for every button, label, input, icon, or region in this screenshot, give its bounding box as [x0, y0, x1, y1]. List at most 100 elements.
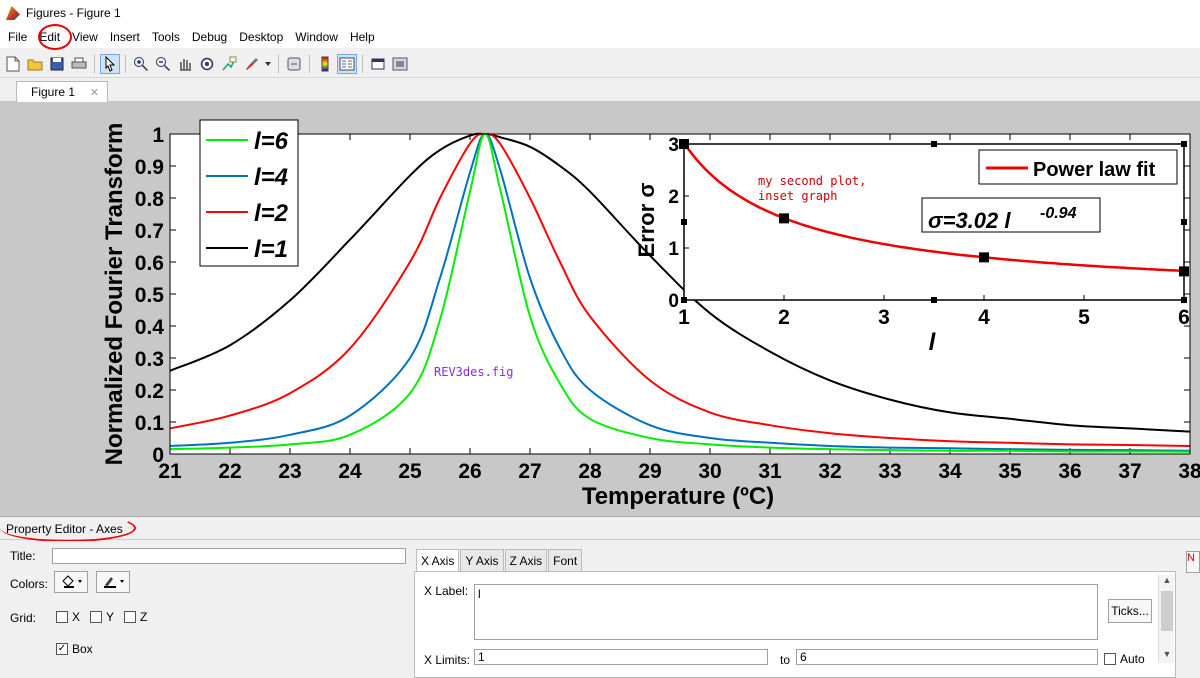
- show-plot-tools-icon[interactable]: [390, 54, 410, 74]
- selection-handle[interactable]: [1181, 219, 1187, 225]
- checkmark-icon: ✓: [56, 643, 68, 655]
- selection-handle[interactable]: [681, 297, 687, 303]
- main-y-tick-label: 0.3: [135, 348, 164, 371]
- x-label-input[interactable]: l: [474, 584, 1098, 640]
- selection-handle[interactable]: [681, 141, 687, 147]
- new-file-icon[interactable]: [3, 54, 23, 74]
- inset-ylabel: Error σ: [634, 183, 659, 258]
- grid-y-checkbox[interactable]: Y: [90, 610, 114, 624]
- tab-x-axis[interactable]: X Axis: [416, 549, 460, 571]
- inset-note-line-2: inset graph: [758, 189, 837, 203]
- toolbar-separator: [278, 54, 279, 73]
- pan-hand-icon[interactable]: [175, 54, 195, 74]
- fit-equation-box[interactable]: σ=3.02 l -0.94: [921, 197, 1101, 233]
- close-tab-icon[interactable]: ✕: [89, 86, 99, 99]
- hide-plot-tools-icon[interactable]: [368, 54, 388, 74]
- tab-font[interactable]: Font: [548, 549, 583, 571]
- figure-svg: 21 22 23 24 25 26 27 28 29 30 31 32 33 34 35 36 37 38 00.…: [101, 119, 1200, 510]
- dropdown-arrow-icon[interactable]: [263, 54, 273, 74]
- main-y-tick-label: 1: [152, 124, 164, 147]
- main-x-tick-label: 27: [518, 460, 541, 483]
- main-xlabel: Temperature (ºC): [582, 483, 774, 510]
- menu-bar: File Edit View Insert Tools Debug Deskto…: [0, 26, 1200, 48]
- toolbar-separator: [94, 54, 95, 73]
- colorbar-icon[interactable]: [315, 54, 335, 74]
- legend-label-l-2: l=2: [254, 200, 289, 227]
- scroll-thumb[interactable]: [1161, 591, 1173, 631]
- inset-x-tick-label: 1: [678, 306, 690, 329]
- window-titlebar: Figures - Figure 1: [0, 0, 1200, 26]
- rev3des-annotation: REV3des.fig: [434, 365, 513, 379]
- title-label: Title:: [10, 549, 36, 563]
- main-legend[interactable]: l=6 l=4 l=2 l=1: [199, 119, 299, 267]
- toolbar-separator: [309, 54, 310, 73]
- inset-x-tick-label: 4: [978, 306, 990, 329]
- scroll-down-icon[interactable]: ▼: [1162, 649, 1172, 659]
- menu-edit[interactable]: Edit: [39, 30, 61, 44]
- print-icon[interactable]: [69, 54, 89, 74]
- data-cursor-icon[interactable]: [219, 54, 239, 74]
- x-limit-max-input[interactable]: 6: [796, 649, 1098, 665]
- selection-handle[interactable]: [1181, 297, 1187, 303]
- grid-label: Grid:: [10, 611, 37, 625]
- menu-desktop[interactable]: Desktop: [239, 30, 284, 44]
- main-x-tick-label: 30: [698, 460, 721, 483]
- window-title: Figures - Figure 1: [26, 6, 121, 20]
- rotate-icon[interactable]: [197, 54, 217, 74]
- link-icon[interactable]: [284, 54, 304, 74]
- more-properties-button[interactable]: N: [1186, 551, 1200, 573]
- face-color-button[interactable]: [54, 571, 88, 593]
- main-x-tick-label: 38: [1178, 460, 1200, 483]
- scroll-up-icon[interactable]: ▲: [1162, 575, 1172, 585]
- selection-handle[interactable]: [931, 141, 937, 147]
- ticks-button[interactable]: Ticks...: [1108, 599, 1152, 623]
- menu-file[interactable]: File: [8, 30, 28, 44]
- tab-y-axis[interactable]: Y Axis: [460, 549, 504, 571]
- inset-legend[interactable]: Power law fit: [978, 149, 1178, 185]
- selection-handle[interactable]: [1181, 141, 1187, 147]
- x-limits-label: X Limits:: [424, 653, 471, 665]
- menu-insert[interactable]: Insert: [109, 30, 140, 44]
- selection-handle[interactable]: [931, 297, 937, 303]
- main-y-tick-label: 0.4: [135, 316, 165, 339]
- grid-z-checkbox[interactable]: Z: [124, 610, 147, 624]
- menu-window[interactable]: Window: [295, 30, 338, 44]
- menu-help[interactable]: Help: [349, 30, 375, 44]
- main-x-tick-label: 34: [938, 460, 962, 483]
- selection-handle[interactable]: [681, 219, 687, 225]
- grid-x-checkbox[interactable]: X: [56, 610, 80, 624]
- main-x-tick-label: 37: [1118, 460, 1141, 483]
- legend-icon[interactable]: [337, 53, 357, 74]
- box-checkbox[interactable]: ✓ Box: [56, 642, 93, 656]
- main-x-tick-label: 23: [278, 460, 301, 483]
- inset-y-tick-label: 2: [668, 187, 679, 208]
- inset-xlabel: l: [929, 329, 937, 356]
- main-x-tick-label: 24: [338, 460, 362, 483]
- tab-z-axis[interactable]: Z Axis: [504, 549, 548, 571]
- edge-color-button[interactable]: [96, 571, 130, 593]
- auto-limits-checkbox[interactable]: Auto: [1104, 652, 1145, 665]
- inset-y-tick-label: 1: [668, 239, 679, 260]
- tab-figure-1[interactable]: Figure 1 ✕: [16, 81, 108, 102]
- title-input[interactable]: [52, 548, 406, 564]
- figure-toolbar: [0, 50, 1200, 78]
- pointer-icon[interactable]: [100, 53, 120, 74]
- open-folder-icon[interactable]: [25, 54, 45, 74]
- x-label-label: X Label:: [424, 584, 469, 598]
- main-y-tick-label: 0.2: [135, 380, 164, 403]
- menu-tools[interactable]: Tools: [151, 30, 180, 44]
- save-icon[interactable]: [47, 54, 67, 74]
- main-x-tick-label: 25: [398, 460, 422, 483]
- series-line-l-4: [169, 133, 1191, 452]
- menu-debug[interactable]: Debug: [191, 30, 228, 44]
- zoom-out-icon[interactable]: [153, 54, 173, 74]
- main-y-tick-label: 0.6: [135, 252, 164, 275]
- brush-icon[interactable]: [241, 54, 261, 74]
- menu-view[interactable]: View: [72, 30, 98, 44]
- axis-tabs: X Axis Y Axis Z Axis Font: [416, 549, 583, 571]
- zoom-in-icon[interactable]: [131, 54, 151, 74]
- x-limit-min-input[interactable]: 1: [474, 649, 768, 665]
- property-editor-header: Property Editor - Axes: [0, 516, 1200, 540]
- panel-scrollbar[interactable]: ▲ ▼: [1158, 575, 1174, 663]
- figure-tab-strip: Figure 1 ✕: [0, 80, 1200, 102]
